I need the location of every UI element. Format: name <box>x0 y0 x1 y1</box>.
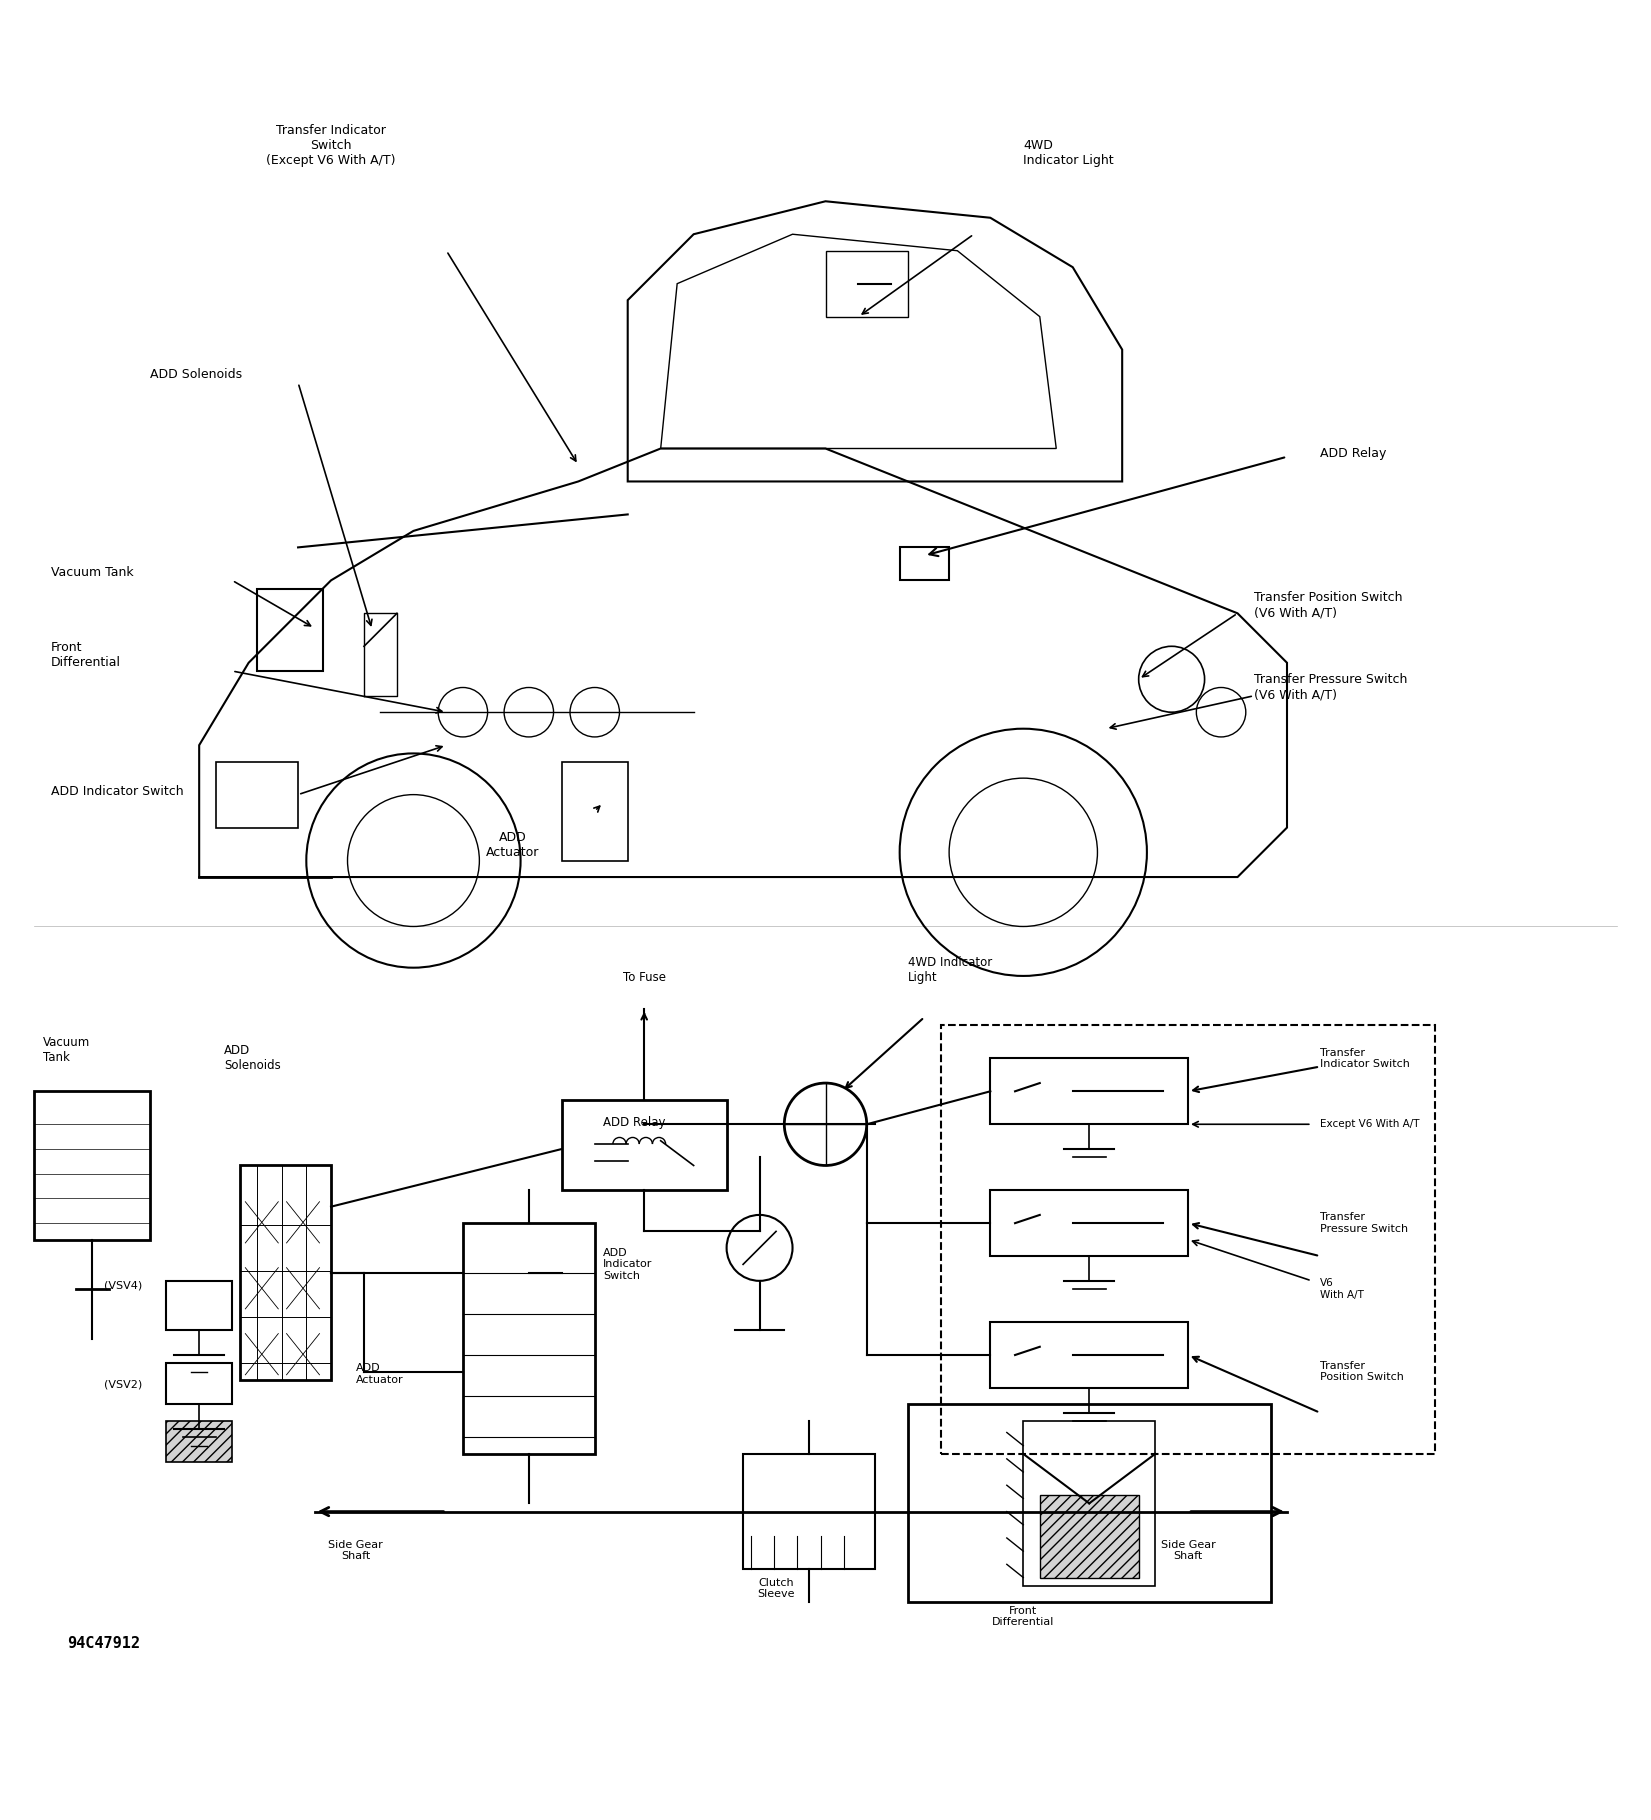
Bar <box>167 1281 233 1330</box>
Bar <box>991 1059 1189 1125</box>
Bar <box>35 1092 150 1239</box>
Bar <box>241 1165 332 1380</box>
Text: Transfer
Pressure Switch: Transfer Pressure Switch <box>1319 1212 1408 1234</box>
Text: ADD Relay: ADD Relay <box>1319 448 1387 460</box>
Text: Vacuum
Tank: Vacuum Tank <box>43 1036 89 1065</box>
Text: ADD Relay: ADD Relay <box>603 1116 665 1128</box>
Bar <box>743 1454 875 1569</box>
Text: Transfer Pressure Switch
(V6 With A/T): Transfer Pressure Switch (V6 With A/T) <box>1255 673 1407 701</box>
Text: (VSV2): (VSV2) <box>104 1380 142 1390</box>
Text: ADD
Actuator: ADD Actuator <box>355 1363 403 1385</box>
Text: Except V6 With A/T: Except V6 With A/T <box>1319 1119 1420 1128</box>
Bar <box>462 1223 594 1454</box>
Text: ADD
Actuator: ADD Actuator <box>485 832 538 859</box>
Text: Front
Differential: Front Differential <box>992 1605 1055 1627</box>
Text: 4WD Indicator
Light: 4WD Indicator Light <box>908 956 992 985</box>
Text: 94C47912: 94C47912 <box>68 1636 140 1651</box>
Bar <box>991 1321 1189 1389</box>
Text: Vacuum Tank: Vacuum Tank <box>51 566 134 579</box>
Bar <box>826 251 908 317</box>
Text: ADD
Solenoids: ADD Solenoids <box>225 1045 281 1072</box>
Bar <box>941 1025 1435 1454</box>
Text: Front
Differential: Front Differential <box>51 641 121 668</box>
Text: ADD Solenoids: ADD Solenoids <box>150 368 241 380</box>
Bar <box>991 1190 1189 1256</box>
Bar <box>258 588 324 672</box>
Text: ADD Indicator Switch: ADD Indicator Switch <box>51 784 183 797</box>
Bar <box>1024 1421 1156 1585</box>
Text: 4WD
Indicator Light: 4WD Indicator Light <box>1024 138 1114 167</box>
Bar <box>216 761 299 828</box>
Bar <box>561 761 627 861</box>
Text: ADD
Indicator
Switch: ADD Indicator Switch <box>603 1249 652 1281</box>
Text: Transfer
Position Switch: Transfer Position Switch <box>1319 1361 1403 1383</box>
Text: Side Gear
Shaft: Side Gear Shaft <box>1161 1540 1215 1562</box>
Text: To Fuse: To Fuse <box>622 972 665 985</box>
Text: Transfer Position Switch
(V6 With A/T): Transfer Position Switch (V6 With A/T) <box>1255 592 1403 619</box>
Bar <box>561 1099 726 1190</box>
Bar <box>900 548 949 581</box>
Bar <box>1040 1494 1139 1578</box>
Bar <box>167 1363 233 1405</box>
Bar <box>167 1421 233 1461</box>
Text: (VSV4): (VSV4) <box>104 1281 142 1290</box>
Text: V6
With A/T: V6 With A/T <box>1319 1278 1364 1299</box>
Text: Side Gear
Shaft: Side Gear Shaft <box>329 1540 383 1562</box>
Text: Transfer
Indicator Switch: Transfer Indicator Switch <box>1319 1048 1410 1068</box>
Text: Transfer Indicator
Switch
(Except V6 With A/T): Transfer Indicator Switch (Except V6 Wit… <box>266 124 396 167</box>
Text: Clutch
Sleeve: Clutch Sleeve <box>758 1578 794 1600</box>
Bar <box>908 1405 1271 1602</box>
